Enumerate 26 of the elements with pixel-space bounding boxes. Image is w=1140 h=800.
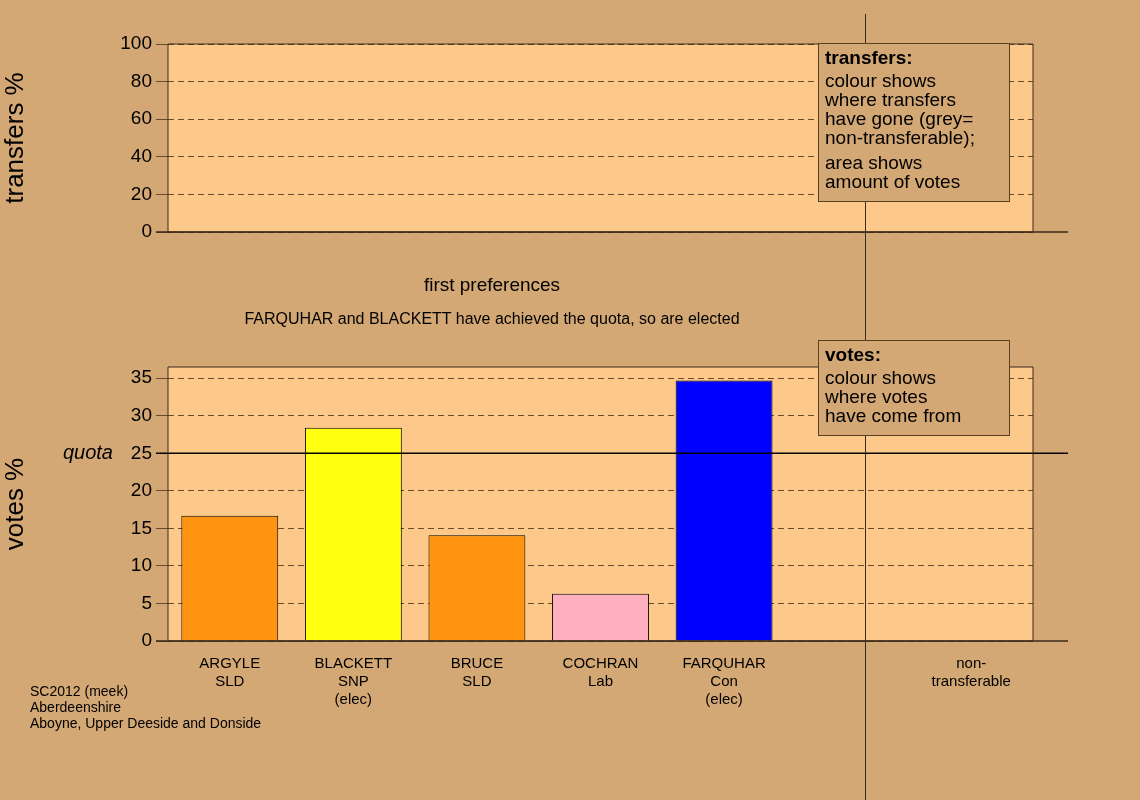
y-tick-label: 100 — [120, 32, 152, 54]
y-axis-title: votes % — [0, 457, 29, 551]
x-tick-label: FARQUHAR Con (elec) — [682, 654, 766, 708]
y-tick-label: 20 — [130, 182, 152, 204]
y-axis-title: transfers % — [0, 72, 29, 204]
x-tick-label: BRUCE SLD — [450, 654, 504, 690]
chart-subtitle: FARQUHAR and BLACKETT have achieved the quota, so are elected — [243, 310, 741, 328]
y-tick-label: 15 — [130, 516, 152, 538]
y-tick-label: 25 — [130, 441, 152, 463]
y-tick-label: 0 — [141, 220, 152, 242]
annotation: votes: colour shows where votes have come from — [825, 344, 963, 426]
y-tick-label: 80 — [130, 69, 152, 91]
chart-title: first preferences — [422, 274, 562, 296]
y-tick-label: 35 — [130, 366, 152, 388]
y-tick-label: 5 — [141, 591, 152, 613]
y-tick-label: 40 — [130, 145, 152, 167]
y-tick-label: 0 — [141, 629, 152, 651]
y-tick-label: 30 — [130, 404, 152, 426]
annotation: transfers: colour shows where transfers have gone (grey= non-transferable); area shows amount of votes — [825, 47, 976, 192]
x-tick-label: COCHRAN Lab — [562, 654, 639, 690]
x-tick-label: non- transferable — [931, 654, 1011, 690]
y-tick-label: 20 — [130, 479, 152, 501]
y-tick-label: 60 — [130, 107, 152, 129]
y-tick-label: 10 — [130, 554, 152, 576]
x-tick-label: BLACKETT SNP (elec) — [314, 654, 393, 708]
ref-line-label: quota — [62, 440, 113, 463]
